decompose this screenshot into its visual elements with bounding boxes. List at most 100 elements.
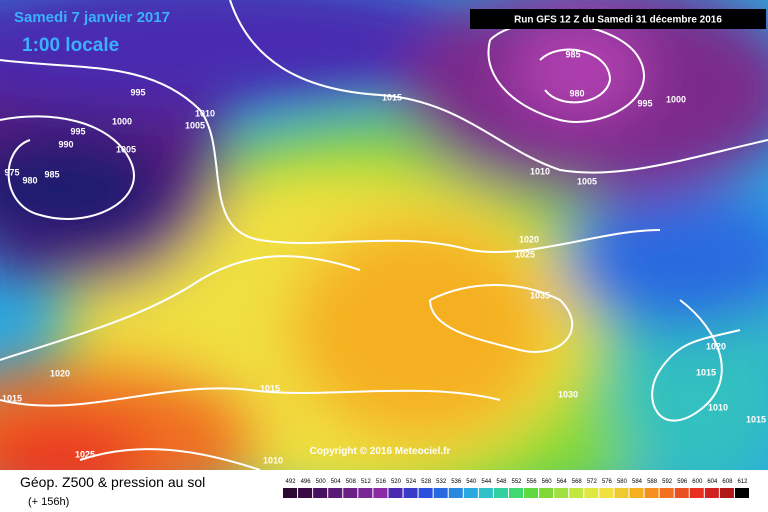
scale-label: 564 bbox=[557, 479, 568, 485]
scale-box bbox=[358, 488, 373, 498]
scale-label: 532 bbox=[436, 479, 447, 485]
scale-label: 556 bbox=[527, 479, 538, 485]
scale-label: 512 bbox=[361, 479, 372, 485]
scale-label: 580 bbox=[617, 479, 628, 485]
scale-box bbox=[659, 488, 674, 498]
scale-label: 572 bbox=[587, 479, 598, 485]
isobar-label: 1030 bbox=[558, 389, 578, 399]
scale-box bbox=[554, 488, 569, 498]
isobar-label: 995 bbox=[637, 98, 652, 108]
isobar-label: 1010 bbox=[530, 166, 550, 176]
scale-label: 568 bbox=[572, 479, 583, 485]
run-box bbox=[470, 9, 766, 29]
scale-label: 528 bbox=[421, 479, 432, 485]
color-scale: 492 496 500 504 508 512 516 520 524 528 532 536 540 5… bbox=[283, 479, 749, 498]
scale-label: 588 bbox=[647, 479, 658, 485]
scale-box bbox=[704, 488, 719, 498]
isobar-label: 1015 bbox=[696, 367, 716, 377]
scale-box bbox=[373, 488, 388, 498]
scale-label: 596 bbox=[677, 479, 688, 485]
scale-box bbox=[569, 488, 584, 498]
scale-label: 520 bbox=[391, 479, 402, 485]
isobar-label: 975 bbox=[4, 167, 19, 177]
scale-label: 536 bbox=[451, 479, 462, 485]
scale-box bbox=[539, 488, 554, 498]
scale-label: 500 bbox=[316, 479, 327, 485]
isobar-label: 1025 bbox=[515, 249, 535, 259]
isobar-label: 1020 bbox=[519, 234, 539, 244]
scale-label: 504 bbox=[331, 479, 342, 485]
isobar-label: 990 bbox=[58, 139, 73, 149]
scale-box bbox=[644, 488, 659, 498]
isobar-label: 1035 bbox=[530, 290, 550, 300]
scale-box bbox=[418, 488, 433, 498]
scale-box bbox=[508, 488, 524, 498]
scale-label: 608 bbox=[722, 479, 733, 485]
scale-box bbox=[403, 488, 418, 498]
scale-box bbox=[343, 488, 358, 498]
isobar-label: 985 bbox=[565, 49, 580, 59]
time: 1:00 locale bbox=[22, 35, 119, 56]
isobar-label: 1000 bbox=[112, 116, 132, 126]
scale-box bbox=[313, 488, 328, 498]
scale-box bbox=[599, 488, 614, 498]
scale-label: 540 bbox=[466, 479, 477, 485]
isobar-label: 1015 bbox=[746, 414, 766, 424]
isobar-label: 980 bbox=[569, 88, 584, 98]
scale-label: 592 bbox=[662, 479, 673, 485]
scale-box bbox=[463, 488, 478, 498]
scale-label: 544 bbox=[481, 479, 492, 485]
scale-box bbox=[328, 488, 343, 498]
scale-label: 508 bbox=[346, 479, 357, 485]
scale-box bbox=[493, 488, 508, 498]
isobar-label: 1005 bbox=[577, 176, 597, 186]
isobar-label: 1025 bbox=[75, 449, 95, 459]
scale-label: 560 bbox=[542, 479, 553, 485]
isobar-label: 1005 bbox=[116, 144, 136, 154]
date: Samedi 7 janvier 2017 bbox=[14, 9, 170, 26]
footer-title: Géop. Z500 & pression au sol bbox=[20, 474, 205, 490]
scale-box bbox=[719, 488, 734, 498]
scale-box bbox=[524, 488, 539, 498]
scale-label: 604 bbox=[707, 479, 718, 485]
scale-box bbox=[674, 488, 689, 498]
scale-label: 612 bbox=[737, 479, 748, 485]
scale-box bbox=[298, 488, 313, 498]
scale-label: 524 bbox=[406, 479, 417, 485]
run-info: Run GFS 12 Z du Samedi 31 décembre 2016 bbox=[514, 15, 722, 26]
scale-box bbox=[448, 488, 463, 498]
isobar-label: 1010 bbox=[263, 455, 283, 465]
isobar-label: 995 bbox=[70, 126, 85, 136]
isobar-label: 1015 bbox=[260, 383, 280, 393]
scale-label: 492 bbox=[286, 479, 297, 485]
scale-box bbox=[629, 488, 644, 498]
scale-box bbox=[283, 488, 298, 498]
scale-label: 600 bbox=[692, 479, 703, 485]
isobar-label: 985 bbox=[44, 169, 59, 179]
copyright: Copyright © 2016 Meteociel.fr bbox=[310, 446, 451, 457]
footer-lead: (+ 156h) bbox=[28, 496, 69, 508]
scale-label: 552 bbox=[511, 479, 522, 485]
scale-box bbox=[433, 488, 448, 498]
isobar-label: 1020 bbox=[706, 341, 726, 351]
isobar-label: 980 bbox=[22, 175, 37, 185]
scale-box bbox=[388, 488, 403, 498]
isobar-label: 1000 bbox=[666, 94, 686, 104]
scale-label: 496 bbox=[301, 479, 312, 485]
isobar-label: 1015 bbox=[2, 393, 22, 403]
isobar-label: 1015 bbox=[382, 92, 402, 102]
scale-box bbox=[689, 488, 704, 498]
scale-label: 548 bbox=[496, 479, 507, 485]
scale-label: 576 bbox=[602, 479, 613, 485]
isobar-label: 1010 bbox=[708, 402, 728, 412]
scale-box bbox=[734, 488, 749, 498]
scale-box bbox=[584, 488, 599, 498]
isobar-label: 1020 bbox=[50, 368, 70, 378]
isobar-label: 995 bbox=[130, 87, 145, 97]
scale-label: 584 bbox=[632, 479, 643, 485]
scale-label: 516 bbox=[376, 479, 387, 485]
